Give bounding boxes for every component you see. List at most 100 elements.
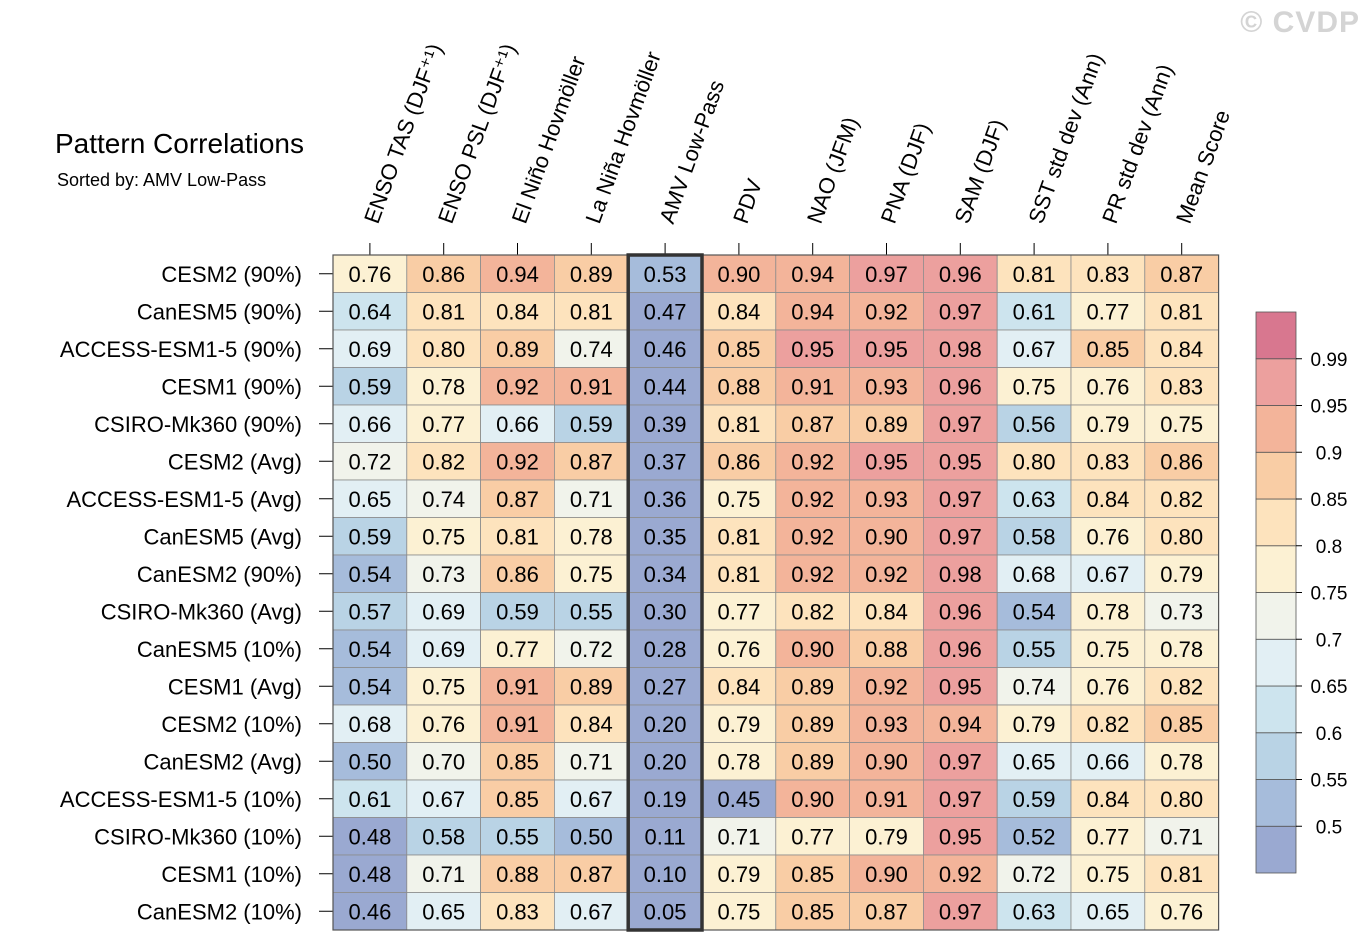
cell-value-label: 0.82 bbox=[1086, 712, 1129, 737]
heatmap-cell bbox=[923, 667, 998, 706]
cell-value-label: 0.89 bbox=[791, 674, 834, 699]
cell-value-label: 0.84 bbox=[496, 299, 539, 324]
cell-value-label: 0.92 bbox=[791, 524, 834, 549]
cell-value-label: 0.71 bbox=[570, 749, 613, 774]
heatmap-cell bbox=[627, 742, 703, 781]
colorbar-tick-label: 0.7 bbox=[1316, 630, 1342, 651]
heatmap-cell bbox=[480, 554, 555, 593]
cell-value-label: 0.47 bbox=[644, 299, 687, 324]
heatmap-cell bbox=[332, 517, 408, 556]
heatmap-cell bbox=[923, 442, 998, 481]
cell-value-label: 0.93 bbox=[865, 712, 908, 737]
heatmap-cell bbox=[627, 554, 703, 593]
cell-value-label: 0.97 bbox=[939, 299, 982, 324]
row-label: CanESM2 (90%) bbox=[137, 562, 302, 587]
heatmap-cell bbox=[849, 404, 924, 443]
cell-value-label: 0.34 bbox=[644, 562, 687, 587]
cell-value-label: 0.75 bbox=[1086, 637, 1129, 662]
cell-value-label: 0.76 bbox=[1086, 524, 1129, 549]
cell-value-label: 0.87 bbox=[865, 899, 908, 924]
heatmap-cell bbox=[1144, 779, 1220, 818]
cell-value-label: 0.76 bbox=[1086, 674, 1129, 699]
row-label: CanESM5 (10%) bbox=[137, 637, 302, 662]
cell-value-label: 0.35 bbox=[644, 524, 687, 549]
colorbar: 0.5 0.55 0.6 0.65 0.7 0.75 0.8 0.85 0.9 0.95 0.99 bbox=[1255, 311, 1348, 874]
cell-value-label: 0.78 bbox=[570, 524, 613, 549]
heatmap-cell bbox=[701, 817, 777, 856]
cell-value-label: 0.85 bbox=[1160, 712, 1203, 737]
cell-value-label: 0.84 bbox=[1086, 787, 1129, 812]
cell-value-label: 0.85 bbox=[791, 862, 834, 887]
row-label: ACCESS-ESM1-5 (10%) bbox=[60, 787, 302, 812]
cell-value-label: 0.96 bbox=[939, 262, 982, 287]
cell-value-label: 0.76 bbox=[422, 712, 465, 737]
colorbar-tick-label: 0.55 bbox=[1311, 771, 1348, 792]
cell-value-label: 0.79 bbox=[1013, 712, 1056, 737]
cell-value-label: 0.77 bbox=[1086, 299, 1129, 324]
cell-value-label: 0.73 bbox=[422, 562, 465, 587]
heatmap-cell bbox=[1070, 779, 1146, 818]
cell-value-label: 0.67 bbox=[570, 787, 613, 812]
colorbar-tick-label: 0.95 bbox=[1311, 397, 1348, 418]
cell-value-label: 0.68 bbox=[348, 712, 391, 737]
heatmap-cell bbox=[775, 817, 850, 856]
colorbar-tick-label: 0.8 bbox=[1316, 537, 1342, 558]
row-label: CESM1 (90%) bbox=[161, 374, 302, 399]
cell-value-label: 0.92 bbox=[496, 449, 539, 474]
heatmap-cell bbox=[1144, 367, 1220, 406]
heatmap-cell bbox=[996, 292, 1072, 331]
cell-value-label: 0.54 bbox=[348, 562, 391, 587]
heatmap-cell bbox=[480, 254, 555, 293]
colorbar-segment bbox=[1255, 638, 1297, 687]
heatmap-cell bbox=[701, 592, 777, 631]
cell-value-label: 0.65 bbox=[1013, 749, 1056, 774]
heatmap-cell bbox=[1144, 554, 1220, 593]
cell-value-label: 0.83 bbox=[1160, 374, 1203, 399]
cell-value-label: 0.85 bbox=[717, 337, 760, 362]
cell-value-label: 0.91 bbox=[865, 787, 908, 812]
cell-value-label: 0.91 bbox=[570, 374, 613, 399]
cell-value-label: 0.89 bbox=[496, 337, 539, 362]
cell-value-label: 0.65 bbox=[422, 899, 465, 924]
heatmap-cell bbox=[1144, 479, 1220, 518]
cell-value-label: 0.98 bbox=[939, 337, 982, 362]
heatmap-cell bbox=[332, 554, 408, 593]
cell-value-label: 0.50 bbox=[348, 749, 391, 774]
heatmap-cell bbox=[554, 742, 629, 781]
column-label: El Niño Hovmöller bbox=[507, 53, 591, 227]
cell-value-label: 0.54 bbox=[1013, 599, 1056, 624]
heatmap-cell bbox=[996, 704, 1072, 743]
row-label: CSIRO-Mk360 (10%) bbox=[94, 824, 302, 849]
heatmap-cell bbox=[406, 779, 481, 818]
column-label: Mean Score bbox=[1171, 107, 1235, 227]
cell-value-label: 0.57 bbox=[348, 599, 391, 624]
cell-value-label: 0.55 bbox=[496, 824, 539, 849]
cell-value-label: 0.84 bbox=[1086, 487, 1129, 512]
heatmap-cell bbox=[480, 442, 555, 481]
cell-value-label: 0.82 bbox=[422, 449, 465, 474]
cell-value-label: 0.89 bbox=[791, 712, 834, 737]
heatmap-cell bbox=[627, 667, 703, 706]
cell-value-label: 0.30 bbox=[644, 599, 687, 624]
heatmap-cell bbox=[849, 517, 924, 556]
cell-value-label: 0.90 bbox=[791, 787, 834, 812]
cell-value-label: 0.81 bbox=[496, 524, 539, 549]
heatmap-cell bbox=[406, 329, 481, 368]
colorbar-segment bbox=[1255, 732, 1297, 780]
heatmap-cell bbox=[1144, 442, 1220, 481]
cell-value-label: 0.48 bbox=[348, 862, 391, 887]
cell-value-label: 0.72 bbox=[1013, 862, 1056, 887]
heatmap-cell bbox=[406, 554, 481, 593]
cell-value-label: 0.74 bbox=[1013, 674, 1056, 699]
row-label: CESM1 (10%) bbox=[161, 862, 302, 887]
cell-value-label: 0.97 bbox=[939, 412, 982, 437]
cell-value-label: 0.37 bbox=[644, 449, 687, 474]
heatmap-cell bbox=[1070, 667, 1146, 706]
cell-value-label: 0.80 bbox=[1160, 524, 1203, 549]
cell-value-label: 0.95 bbox=[939, 824, 982, 849]
cell-value-label: 0.75 bbox=[717, 487, 760, 512]
colorbar-tick-label: 0.65 bbox=[1311, 677, 1348, 698]
cell-value-label: 0.63 bbox=[1013, 487, 1056, 512]
cell-value-label: 0.92 bbox=[791, 562, 834, 587]
cvdp-watermark: © CVDP bbox=[1240, 6, 1360, 39]
